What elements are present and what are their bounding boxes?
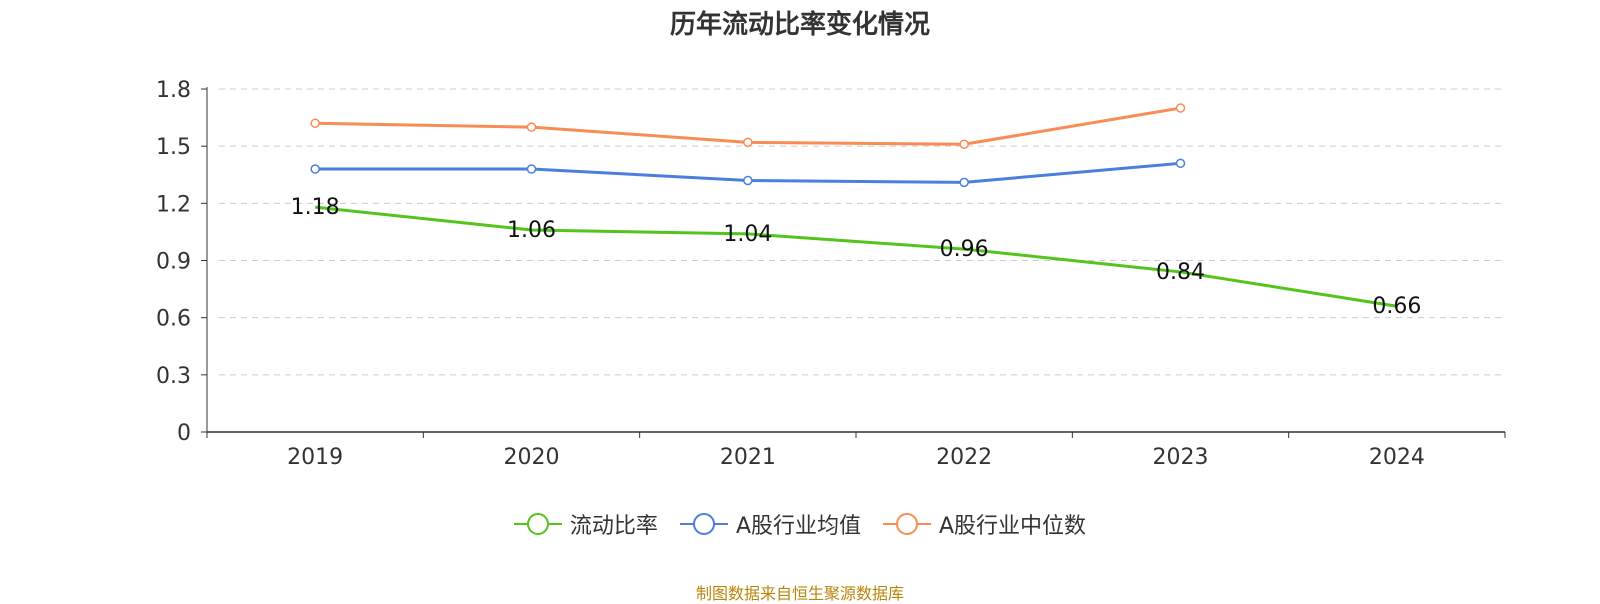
legend-marker-icon (883, 513, 931, 535)
data-point[interactable] (526, 164, 537, 174)
legend-label: A股行业均值 (735, 514, 861, 539)
x-tick-label: 2020 (504, 445, 560, 470)
data-label: 0.66 (1372, 294, 1421, 319)
y-tick-label: 1.2 (156, 192, 191, 217)
data-point[interactable] (1175, 103, 1186, 113)
data-label: 1.18 (291, 195, 340, 220)
legend: 流动比率 A股行业均值 A股行业中位数 (0, 508, 1600, 540)
x-tick-label: 2024 (1369, 445, 1425, 470)
y-tick-label: 1.8 (156, 78, 191, 103)
legend-marker-icon (679, 513, 728, 535)
data-point[interactable] (959, 139, 969, 150)
legend-marker-icon (513, 513, 562, 535)
legend-item-industry-median[interactable]: A股行业中位数 (883, 508, 1086, 540)
data-point[interactable] (1175, 158, 1186, 169)
data-point[interactable] (526, 122, 537, 132)
y-tick-label: 0.3 (156, 364, 191, 389)
data-point[interactable] (310, 118, 320, 129)
legend-item-current-ratio[interactable]: 流动比率 (513, 508, 658, 540)
x-tick-label: 2023 (1153, 445, 1209, 470)
data-label: 1.04 (723, 222, 772, 247)
y-tick-label: 0.9 (156, 250, 191, 275)
series-layer (310, 103, 1398, 308)
x-tick-label: 2019 (287, 445, 343, 470)
x-tick-label: 2021 (720, 445, 776, 470)
legend-label: A股行业中位数 (939, 514, 1087, 539)
axes: 0 0.3 0.6 0.9 1.2 1.5 1.8 2019 2020 2021 2022 2023 2… (156, 78, 1506, 470)
data-label: 1.06 (507, 218, 556, 243)
y-tick-label: 1.5 (156, 135, 191, 160)
x-tick-label: 2022 (936, 445, 992, 470)
data-label: 0.96 (940, 237, 989, 262)
data-point[interactable] (743, 137, 753, 148)
data-point[interactable] (959, 177, 969, 188)
legend-label: 流动比率 (569, 514, 658, 539)
chart-title: 历年流动比率变化情况 (669, 10, 930, 40)
data-point[interactable] (310, 164, 320, 174)
data-label: 0.84 (1156, 260, 1205, 285)
y-tick-label: 0 (177, 421, 191, 446)
data-point[interactable] (743, 175, 753, 186)
series-line (315, 205, 1398, 308)
data-source-note: 制图数据来自恒生聚源数据库 (695, 584, 904, 603)
legend-item-industry-mean[interactable]: A股行业均值 (679, 508, 861, 540)
y-tick-label: 0.6 (156, 307, 191, 332)
data-labels: 1.18 1.06 1.04 0.96 0.84 0.66 (291, 195, 1422, 319)
grid-lines (219, 88, 1505, 376)
